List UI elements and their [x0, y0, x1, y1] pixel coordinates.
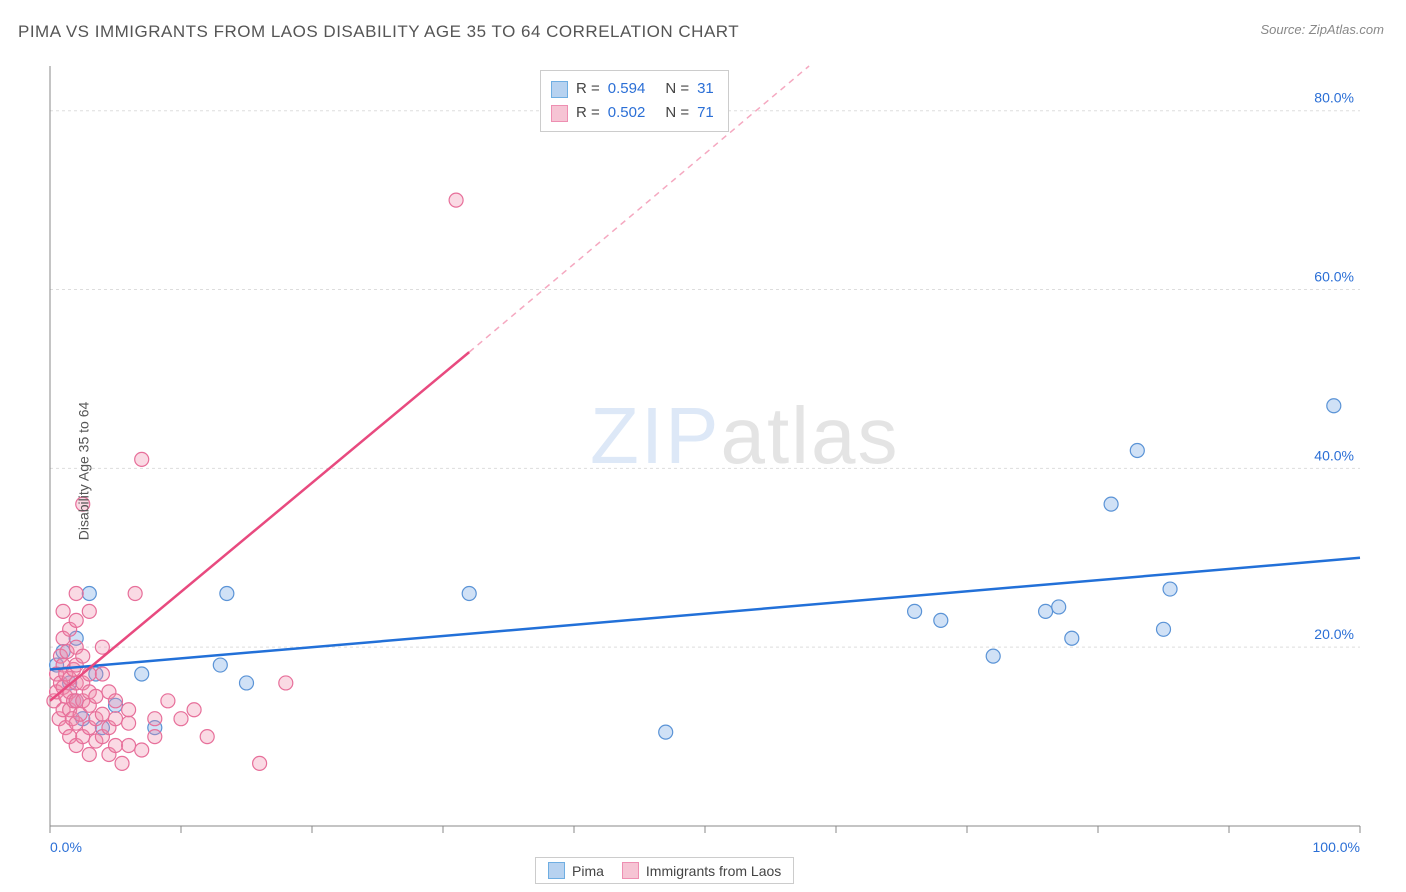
stat-n-label: N = [665, 101, 689, 125]
svg-text:20.0%: 20.0% [1314, 626, 1354, 642]
source-credit: Source: ZipAtlas.com [1260, 22, 1384, 37]
scatter-chart: 20.0% 40.0% 60.0% 80.0% 0.0% 100.0% [0, 50, 1406, 892]
legend-swatch [548, 862, 565, 879]
series-swatch [551, 105, 568, 122]
source-name: ZipAtlas.com [1309, 22, 1384, 37]
stat-r-label: R = [576, 101, 600, 125]
y-axis-label: Disability Age 35 to 64 [75, 402, 91, 541]
stats-row: R = 0.594 N = 31 [551, 77, 714, 101]
series-legend: Pima Immigrants from Laos [535, 857, 794, 884]
legend-label: Immigrants from Laos [646, 863, 781, 879]
chart-title: PIMA VS IMMIGRANTS FROM LAOS DISABILITY … [18, 22, 739, 42]
stats-legend-box: R = 0.594 N = 31 R = 0.502 N = 71 [540, 70, 729, 132]
stat-n-label: N = [665, 77, 689, 101]
stats-row: R = 0.502 N = 71 [551, 101, 714, 125]
stat-r-value: 0.502 [608, 101, 646, 125]
stat-n-value: 71 [697, 101, 714, 125]
svg-text:0.0%: 0.0% [50, 839, 82, 855]
legend-label: Pima [572, 863, 604, 879]
svg-text:100.0%: 100.0% [1313, 839, 1360, 855]
svg-text:80.0%: 80.0% [1314, 90, 1354, 106]
legend-item: Immigrants from Laos [622, 862, 781, 879]
legend-swatch [622, 862, 639, 879]
series-swatch [551, 81, 568, 98]
svg-text:40.0%: 40.0% [1314, 447, 1354, 463]
stat-n-value: 31 [697, 77, 714, 101]
svg-text:60.0%: 60.0% [1314, 269, 1354, 285]
stat-r-value: 0.594 [608, 77, 646, 101]
legend-item: Pima [548, 862, 604, 879]
stat-r-label: R = [576, 77, 600, 101]
source-prefix: Source: [1260, 22, 1308, 37]
chart-area: Disability Age 35 to 64 20.0% 40.0% 60.0% 8… [0, 50, 1406, 892]
